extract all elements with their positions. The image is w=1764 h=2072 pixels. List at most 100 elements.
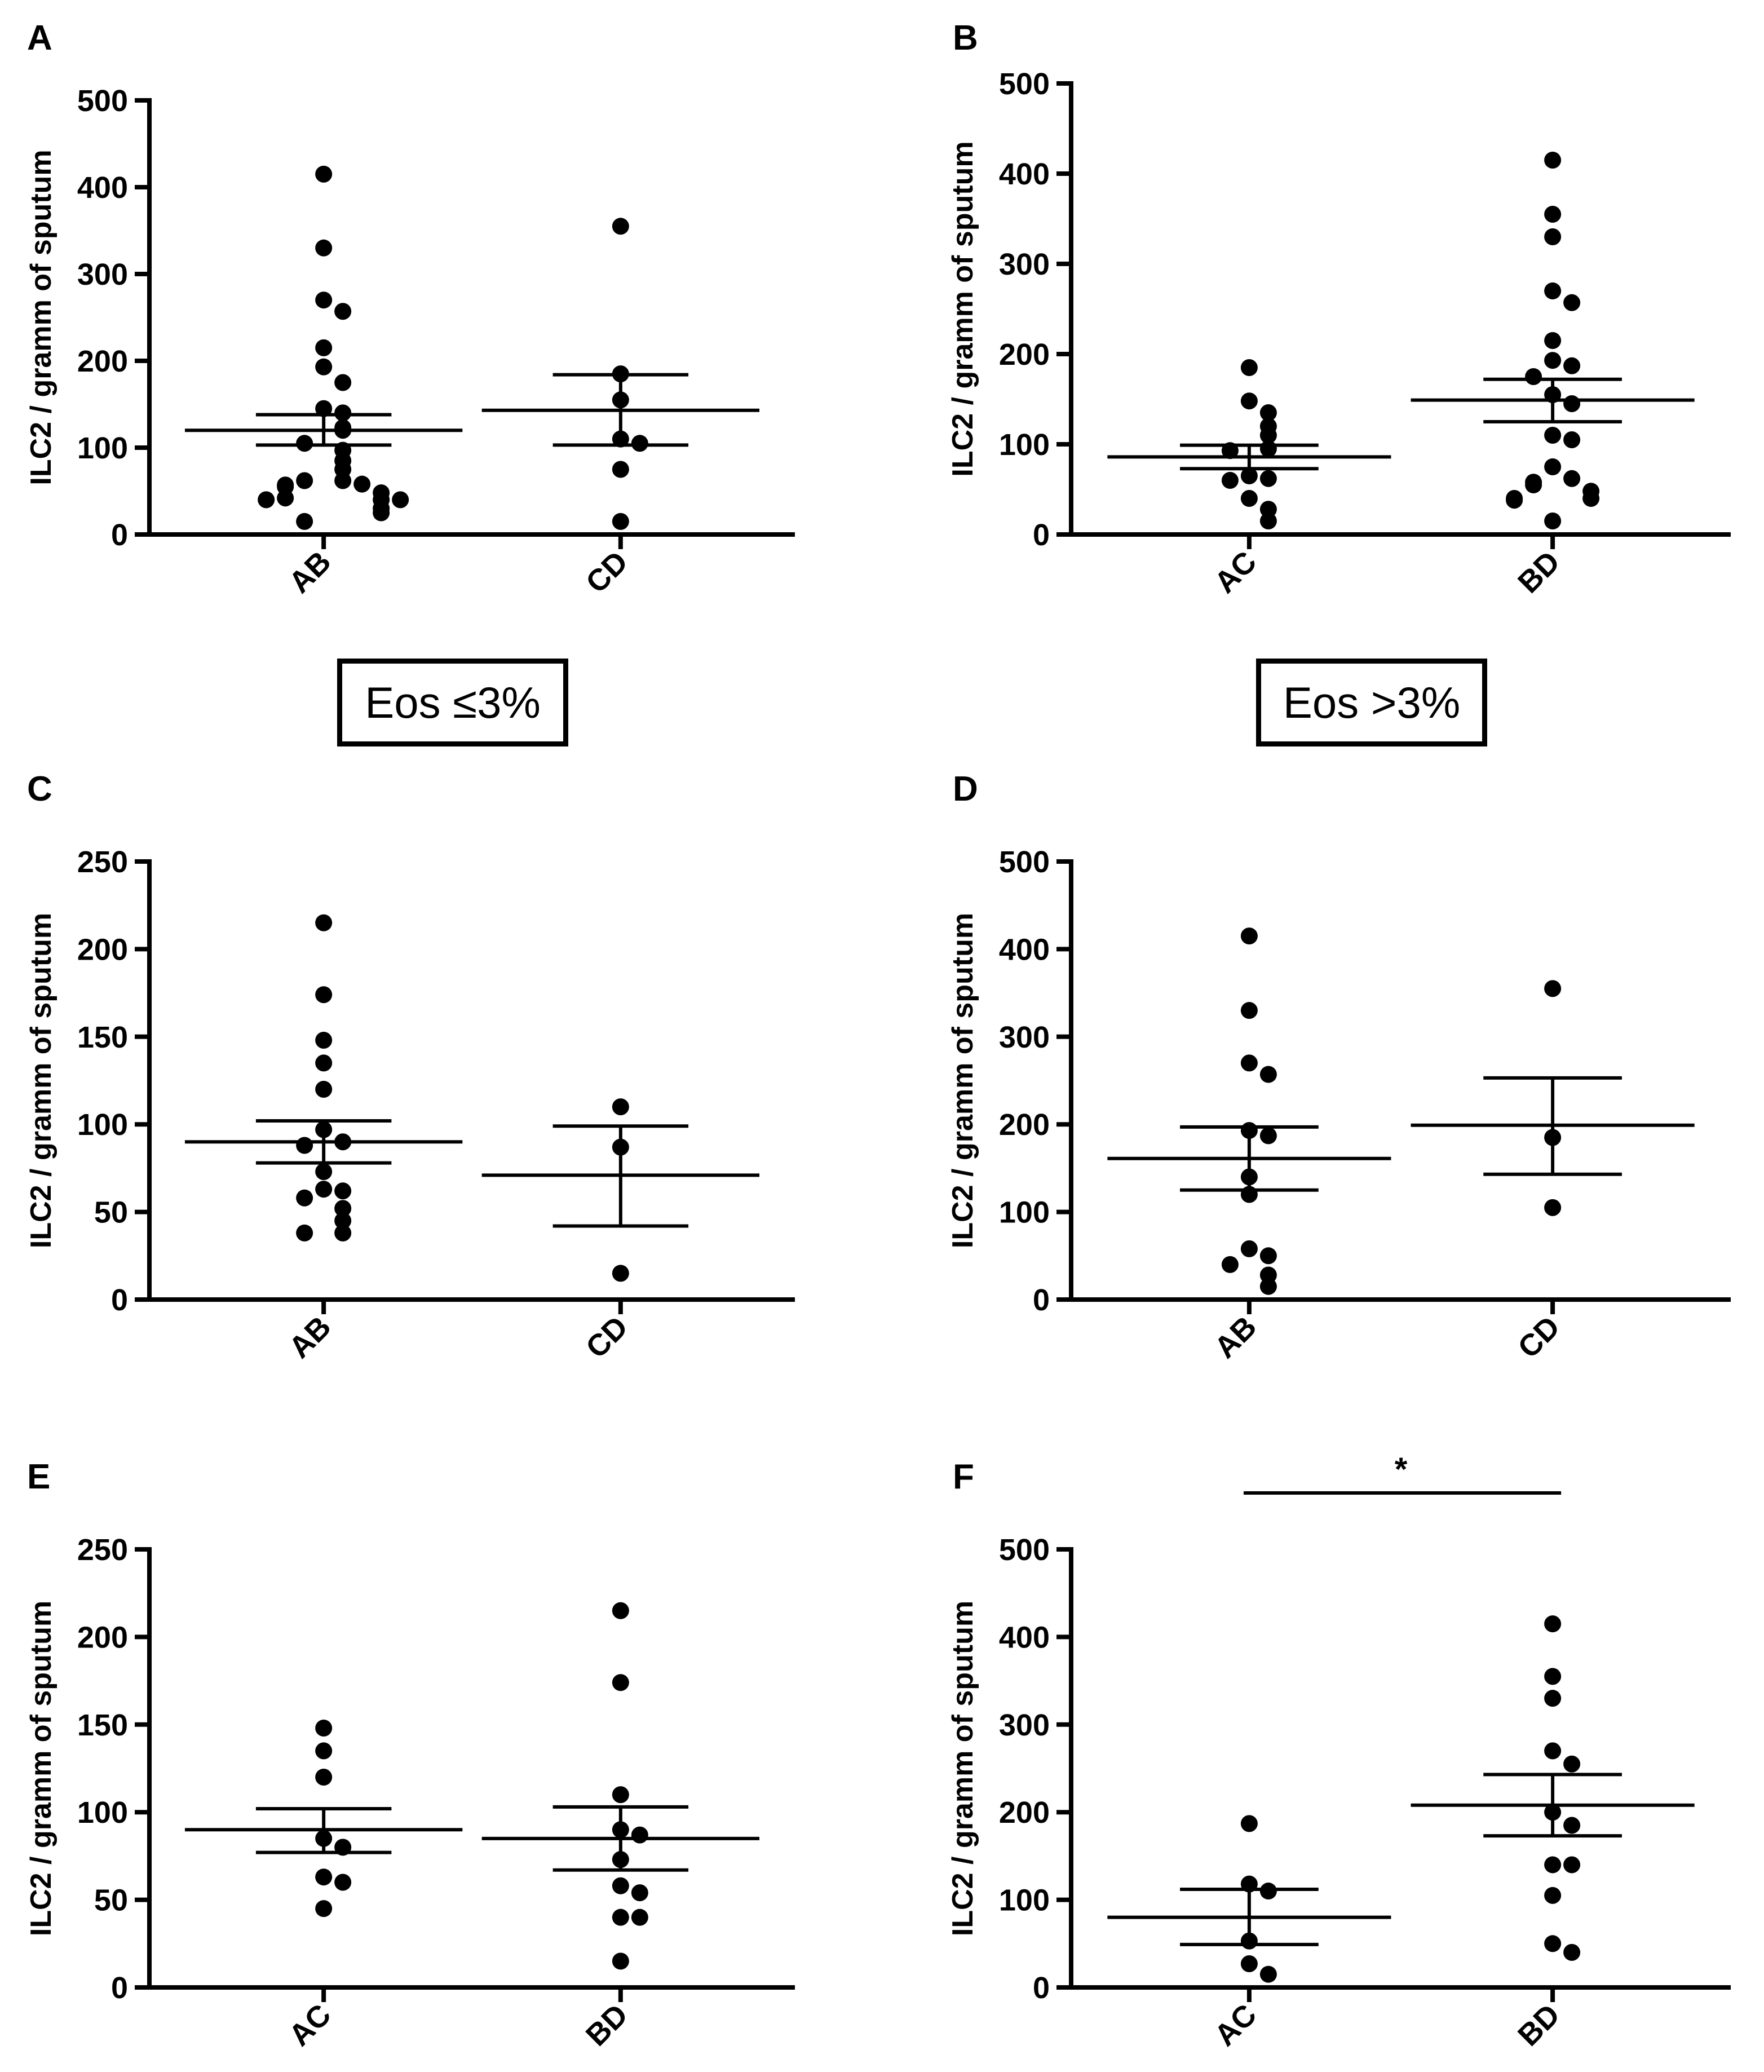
data-point xyxy=(612,513,629,530)
data-point xyxy=(1563,294,1581,311)
y-tick-label: 200 xyxy=(77,1620,128,1654)
y-tick-label: 150 xyxy=(77,1708,128,1742)
data-point xyxy=(1544,206,1562,223)
data-point xyxy=(612,1602,629,1619)
data-point xyxy=(1525,476,1542,493)
y-tick-label: 0 xyxy=(1033,1971,1050,2005)
data-point xyxy=(1563,470,1581,487)
data-point xyxy=(315,339,333,356)
x-tick-label: AC xyxy=(1208,545,1263,600)
panel-letter: E xyxy=(27,1457,50,1496)
panel-letter: C xyxy=(27,770,52,809)
data-point xyxy=(1240,927,1258,945)
data-point xyxy=(1240,1815,1258,1832)
group-label-high-eos: Eos >3% xyxy=(1256,659,1487,746)
y-tick-label: 400 xyxy=(77,171,128,205)
panel-e: E 0 50 100 150 200 250 ILC2 / gramm of sputum AC… xyxy=(25,1457,795,2053)
y-tick-label: 300 xyxy=(999,248,1050,281)
data-point xyxy=(1544,1742,1562,1760)
data-point xyxy=(612,218,629,235)
x-tick-label: CD xyxy=(1511,1310,1567,1365)
y-axis-label: ILC2 / gramm of sputum xyxy=(947,1601,979,1936)
data-point xyxy=(315,1181,333,1198)
data-point xyxy=(1506,492,1523,509)
data-point xyxy=(315,1163,333,1181)
x-tick-label: AC xyxy=(282,1998,338,2053)
data-point xyxy=(315,1054,333,1072)
data-point xyxy=(1240,490,1258,507)
y-tick-label: 200 xyxy=(999,1108,1050,1142)
panel-b: B 0 100 200 300 400 500 ILC2 / gramm of sputum A… xyxy=(947,19,1731,600)
panel-d: D 0 100 200 300 400 500 ILC2 / gramm of sputum A… xyxy=(947,770,1731,1365)
y-tick-label: 100 xyxy=(999,1196,1050,1230)
y-tick-label: 500 xyxy=(999,1533,1050,1567)
data-point xyxy=(1544,1856,1562,1874)
data-point xyxy=(612,1098,629,1116)
data-point xyxy=(315,986,333,1004)
data-point xyxy=(1259,1278,1277,1295)
data-point xyxy=(1544,332,1562,349)
data-point xyxy=(1544,1690,1562,1707)
y-tick-label: 500 xyxy=(999,845,1050,879)
y-axis-label: ILC2 / gramm of sputum xyxy=(25,1601,58,1936)
y-tick-label: 400 xyxy=(999,933,1050,966)
y-tick-label: 0 xyxy=(1033,518,1050,552)
panel-f: F 0 100 200 300 400 500 ILC2 / gramm of sputum A… xyxy=(947,1451,1731,2053)
data-point xyxy=(1563,1856,1581,1874)
y-tick-label: 150 xyxy=(77,1020,128,1054)
data-point xyxy=(1525,368,1542,385)
data-point xyxy=(1240,1955,1258,1973)
panel-letter: B xyxy=(953,19,978,58)
data-point xyxy=(277,489,294,507)
data-point xyxy=(373,504,390,522)
data-point xyxy=(1544,1668,1562,1685)
data-point xyxy=(1221,472,1239,489)
y-tick-label: 400 xyxy=(999,1620,1050,1654)
panel-a: A 0 100 200 300 400 500 ILC2 / gramm of sputum A… xyxy=(25,19,795,600)
y-tick-label: 250 xyxy=(77,1533,128,1567)
y-axis-label: ILC2 / gramm of sputum xyxy=(25,149,58,485)
x-tick-label: BD xyxy=(1511,545,1567,600)
data-point xyxy=(612,461,629,478)
data-point xyxy=(296,1137,313,1154)
y-tick-label: 300 xyxy=(999,1708,1050,1742)
data-point xyxy=(612,1908,629,1926)
data-point xyxy=(315,1900,333,1918)
y-tick-label: 100 xyxy=(77,1108,128,1142)
y-tick-label: 100 xyxy=(999,428,1050,462)
data-point xyxy=(1259,1066,1277,1083)
data-point xyxy=(315,1742,333,1760)
data-point xyxy=(315,239,333,257)
y-tick-label: 300 xyxy=(999,1020,1050,1054)
data-point xyxy=(334,1224,352,1242)
data-point xyxy=(1544,1935,1562,1952)
data-point xyxy=(315,1769,333,1786)
data-point xyxy=(315,1868,333,1886)
x-tick-label: AB xyxy=(1208,1310,1263,1365)
panel-letter: F xyxy=(953,1457,974,1496)
data-point xyxy=(1259,1247,1277,1265)
data-point xyxy=(612,1952,629,1970)
data-point xyxy=(334,1200,352,1217)
x-tick-label: AB xyxy=(282,1310,338,1365)
data-point xyxy=(612,1786,629,1804)
y-tick-label: 500 xyxy=(77,84,128,118)
data-point xyxy=(1259,501,1277,518)
y-axis-label: ILC2 / gramm of sputum xyxy=(947,141,979,476)
data-point xyxy=(334,303,352,320)
y-axis-label: ILC2 / gramm of sputum xyxy=(947,913,979,1248)
data-point xyxy=(1544,228,1562,245)
y-tick-label: 200 xyxy=(77,344,128,378)
data-point xyxy=(1544,980,1562,997)
data-point xyxy=(1240,392,1258,410)
data-point xyxy=(1240,1002,1258,1019)
data-point xyxy=(1544,352,1562,369)
data-point xyxy=(315,1720,333,1737)
data-point xyxy=(296,472,313,489)
y-tick-label: 0 xyxy=(111,1283,128,1317)
y-tick-label: 50 xyxy=(94,1196,128,1230)
data-point xyxy=(1563,357,1581,374)
data-point xyxy=(1259,404,1277,421)
panel-letter: D xyxy=(953,770,978,809)
data-point xyxy=(1259,427,1277,444)
